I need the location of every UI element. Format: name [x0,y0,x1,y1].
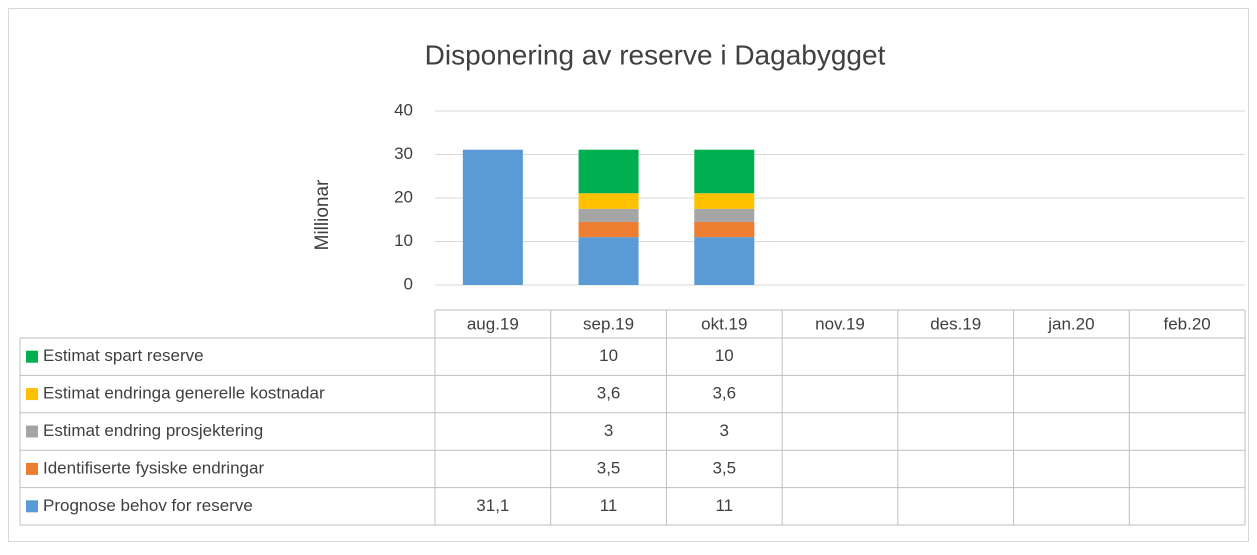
legend-label: Estimat spart reserve [43,346,204,365]
legend-label: Prognose behov for reserve [43,496,253,515]
table-value: 11 [715,496,733,515]
legend-swatch [26,388,38,401]
table-value: 11 [600,496,618,515]
bar-segment [578,237,639,285]
table-value: 3,6 [712,384,736,403]
bar-segment [578,208,639,222]
y-tick-label: 30 [394,144,413,163]
bar-segment [694,221,755,238]
y-tick-label: 40 [394,100,413,119]
legend-swatch [26,425,38,438]
x-tick-label: sep.19 [583,314,634,333]
legend-label: Estimat endringa generelle kostnadar [43,384,325,403]
y-tick-label: 0 [404,274,413,293]
bar-segment [578,193,639,209]
bar-segment [694,193,755,209]
x-tick-label: nov.19 [815,314,865,333]
bar-segment [578,221,639,238]
x-tick-label: jan.20 [1047,314,1094,333]
table-value: 10 [599,346,618,365]
bar-segment [462,149,523,285]
x-tick-label: feb.20 [1164,314,1211,333]
x-tick-label: okt.19 [701,314,747,333]
table-value: 10 [715,346,734,365]
table-value: 31,1 [476,496,509,515]
legend-swatch [26,350,38,363]
legend-swatch [26,500,38,513]
legend-label: Identifiserte fysiske endringar [43,458,264,477]
y-tick-label: 10 [394,231,413,250]
table-value: 3,5 [712,458,736,477]
chart-title: Disponering av reserve i Dagabygget [425,39,886,70]
y-tick-label: 20 [394,187,413,206]
x-tick-label: aug.19 [467,314,519,333]
table-value: 3 [720,421,729,440]
bar-segment [694,237,755,285]
bar-segment [694,149,755,194]
x-tick-label: des.19 [930,314,981,333]
table-value: 3,6 [597,384,621,403]
y-axis-label: Millionar [312,179,333,250]
table-value: 3,5 [597,458,621,477]
table-value: 3 [604,421,613,440]
bar-segment [694,208,755,222]
bar-segment [578,149,639,194]
legend-label: Estimat endring prosjektering [43,421,263,440]
legend-swatch [26,462,38,475]
